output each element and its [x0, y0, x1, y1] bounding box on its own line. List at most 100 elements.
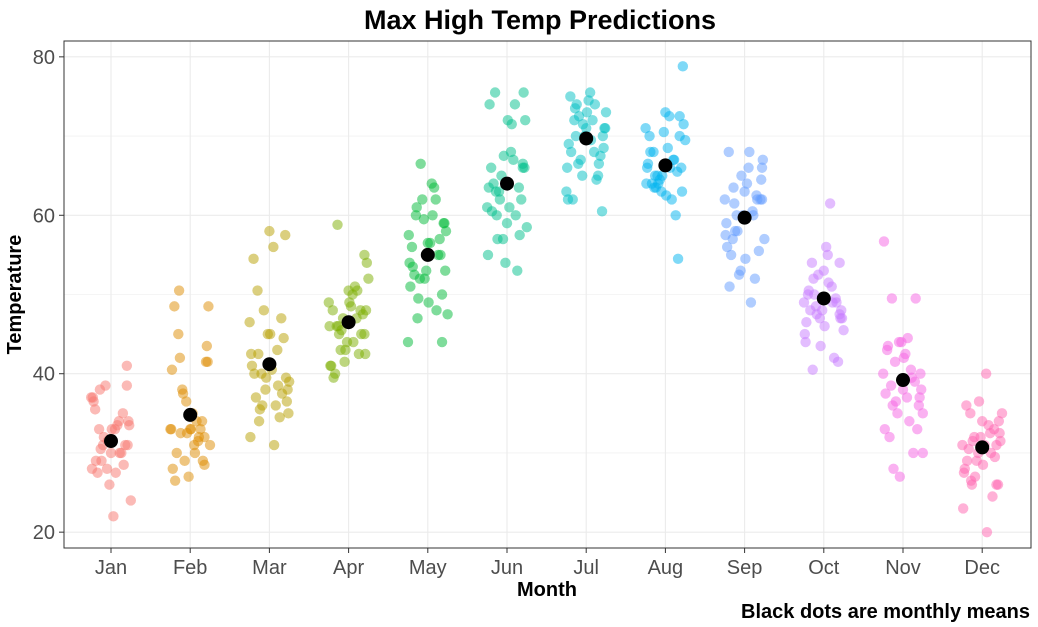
x-tick-label: Oct: [808, 557, 840, 579]
data-point-may: [415, 158, 426, 169]
data-point-feb: [173, 285, 185, 296]
data-point-mar: [274, 412, 285, 423]
data-point-apr: [344, 297, 355, 308]
data-point-jun: [492, 233, 503, 245]
data-point-dec: [977, 459, 989, 471]
data-point-nov: [901, 392, 913, 403]
data-point-nov: [887, 400, 898, 411]
data-point-nov: [917, 447, 928, 459]
data-point-mar: [278, 332, 289, 344]
data-point-dec: [993, 416, 1005, 427]
data-point-jun: [491, 210, 502, 221]
data-point-sep: [745, 297, 757, 308]
data-point-oct: [801, 317, 812, 328]
data-point-jan: [104, 479, 115, 490]
data-point-jun: [520, 115, 531, 126]
mean-point-feb: [183, 407, 198, 422]
data-point-oct: [823, 277, 834, 288]
data-point-dec: [969, 471, 981, 482]
data-point-nov: [902, 332, 913, 344]
data-point-mar: [268, 241, 279, 253]
data-point-jun: [521, 221, 532, 233]
data-point-apr: [361, 257, 373, 269]
data-point-jan: [125, 495, 136, 506]
data-point-dec: [981, 526, 993, 538]
data-point-sep: [720, 229, 731, 241]
data-point-oct: [836, 305, 847, 316]
x-tick-label: Dec: [964, 557, 1000, 579]
data-point-jul: [589, 99, 601, 110]
data-point-jun: [501, 218, 513, 229]
data-point-jun: [483, 182, 494, 193]
data-point-dec: [965, 408, 976, 419]
data-point-jun: [482, 249, 494, 261]
data-point-nov: [908, 447, 919, 459]
data-point-mar: [257, 400, 268, 411]
data-point-sep: [740, 253, 751, 265]
data-point-may: [434, 233, 445, 245]
data-point-may: [412, 313, 423, 324]
y-tick-label: 20: [33, 522, 55, 544]
data-point-jan: [105, 447, 117, 459]
data-point-oct: [824, 198, 836, 209]
data-point-sep: [723, 146, 734, 158]
data-point-aug: [657, 170, 668, 181]
grid-lines: [64, 41, 1031, 548]
data-point-aug: [649, 170, 661, 181]
mean-point-jul: [579, 131, 594, 146]
data-point-oct: [832, 356, 844, 368]
data-point-feb: [201, 340, 213, 352]
data-point-may: [427, 210, 438, 221]
data-point-mar: [281, 396, 293, 407]
x-tick-label: May: [409, 557, 447, 579]
y-tick-label: 80: [33, 47, 55, 69]
data-points: [86, 61, 1008, 538]
data-point-jun: [513, 182, 525, 193]
data-point-feb: [179, 455, 190, 467]
data-point-jun: [502, 115, 513, 126]
data-point-jan: [121, 360, 133, 371]
data-point-dec: [991, 479, 1002, 490]
mean-point-may: [420, 247, 435, 262]
mean-point-oct: [816, 291, 831, 306]
data-point-mar: [276, 313, 287, 324]
data-point-nov: [910, 293, 921, 304]
data-point-oct: [798, 297, 810, 308]
x-tick-label: Jul: [573, 557, 599, 579]
data-point-mar: [252, 285, 263, 296]
data-point-jun: [517, 162, 529, 173]
data-point-jul: [562, 194, 574, 205]
data-point-apr: [360, 305, 372, 316]
data-point-oct: [807, 364, 818, 375]
x-tick-label: Aug: [648, 557, 684, 579]
data-point-mar: [244, 317, 255, 328]
data-point-nov: [882, 340, 894, 352]
data-point-feb: [169, 301, 180, 312]
data-point-feb: [202, 356, 213, 368]
data-point-oct: [811, 309, 822, 320]
data-point-jan: [95, 443, 106, 455]
data-point-feb: [171, 447, 182, 459]
data-point-aug: [644, 130, 655, 142]
data-point-dec: [994, 427, 1005, 439]
mean-point-jan: [104, 434, 118, 449]
x-tick-label: Jan: [95, 557, 127, 579]
data-point-mar: [248, 253, 259, 265]
data-point-dec: [963, 443, 974, 455]
data-point-may: [413, 293, 424, 304]
data-point-jan: [122, 439, 133, 451]
monthly-mean-points: [104, 131, 990, 455]
data-point-apr: [359, 249, 370, 261]
data-point-oct: [819, 320, 830, 332]
data-point-mar: [261, 372, 272, 383]
data-point-jun: [509, 99, 521, 110]
data-point-feb: [199, 459, 210, 471]
data-point-sep: [739, 186, 750, 197]
data-point-aug: [678, 118, 689, 130]
x-tick-label: Sep: [727, 557, 763, 579]
data-point-mar: [268, 439, 280, 451]
data-point-aug: [641, 162, 653, 173]
data-point-feb: [165, 423, 177, 435]
data-point-mar: [260, 384, 271, 395]
